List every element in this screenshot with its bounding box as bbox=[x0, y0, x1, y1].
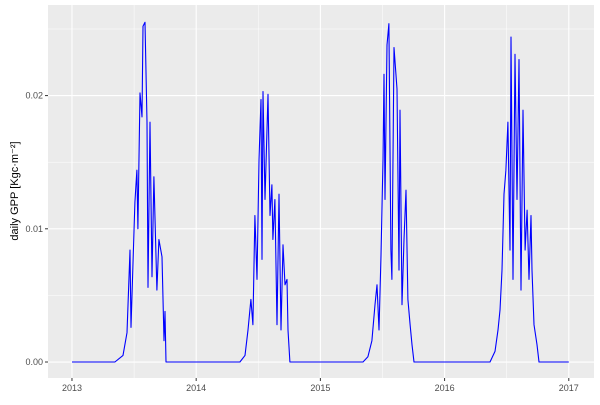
y-tick-label: 0.00 bbox=[25, 357, 43, 367]
x-tick-label: 2016 bbox=[435, 383, 455, 393]
x-axis: 2013 2014 2015 2016 2017 bbox=[62, 378, 579, 393]
grid-lines bbox=[48, 5, 594, 378]
y-axis: 0.00 0.01 0.02 bbox=[25, 91, 48, 367]
x-tick-label: 2015 bbox=[310, 383, 330, 393]
y-tick-label: 0.01 bbox=[25, 224, 43, 234]
y-tick-label: 0.02 bbox=[25, 91, 43, 101]
gpp-series-line bbox=[72, 21, 569, 363]
x-tick-label: 2013 bbox=[62, 383, 82, 393]
x-tick-label: 2017 bbox=[559, 383, 579, 393]
x-tick-label: 2014 bbox=[186, 383, 206, 393]
y-axis-label: daily GPP [Kgc·m⁻²] bbox=[9, 141, 21, 240]
